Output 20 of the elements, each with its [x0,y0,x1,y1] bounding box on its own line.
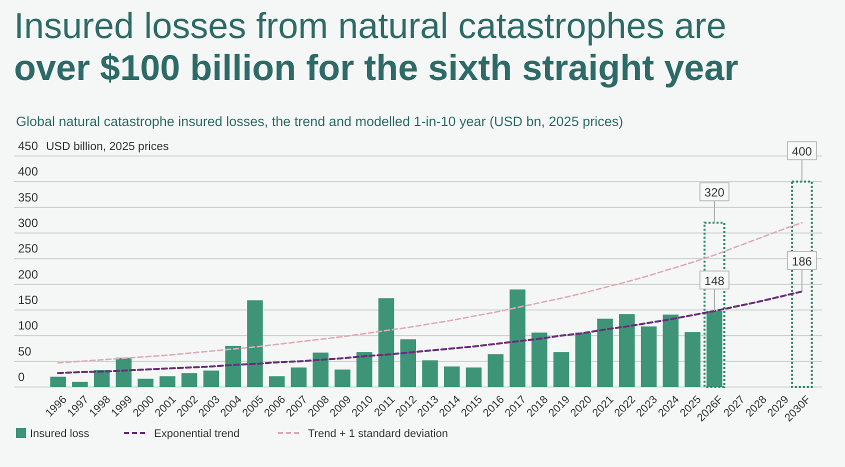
y-tick-label: 200 [18,267,38,282]
data-label: 186 [792,254,812,269]
chart-title: Insured losses from natural catastrophes are over $100 billion for the sixth straight year [14,5,738,88]
chart-subtitle: Global natural catastrophe insured losses, the trend and modelled 1-in-10 year (USD bn, 2025 prices) [16,114,624,129]
y-tick-label: 0 [18,370,25,384]
data-label: 148 [704,274,725,288]
y-tick-label: 400 [18,164,38,179]
y-tick-label: 50 [18,344,32,358]
legend-label: Exponential trend [154,428,240,440]
y-tick-label: 300 [18,216,38,230]
data-label: 320 [704,186,725,200]
legend-label: Trend + 1 standard deviation [308,428,448,440]
y-tick-label: 450 [18,139,38,153]
y-tick-label: 350 [18,190,38,204]
legend-label: Insured loss [30,428,90,440]
y-tick-label: 100 [18,318,38,333]
y-axis-title: USD billion, 2025 prices [46,141,169,153]
data-label: 400 [792,144,812,159]
y-tick-label: 150 [18,293,38,307]
y-tick-label: 250 [18,242,38,256]
